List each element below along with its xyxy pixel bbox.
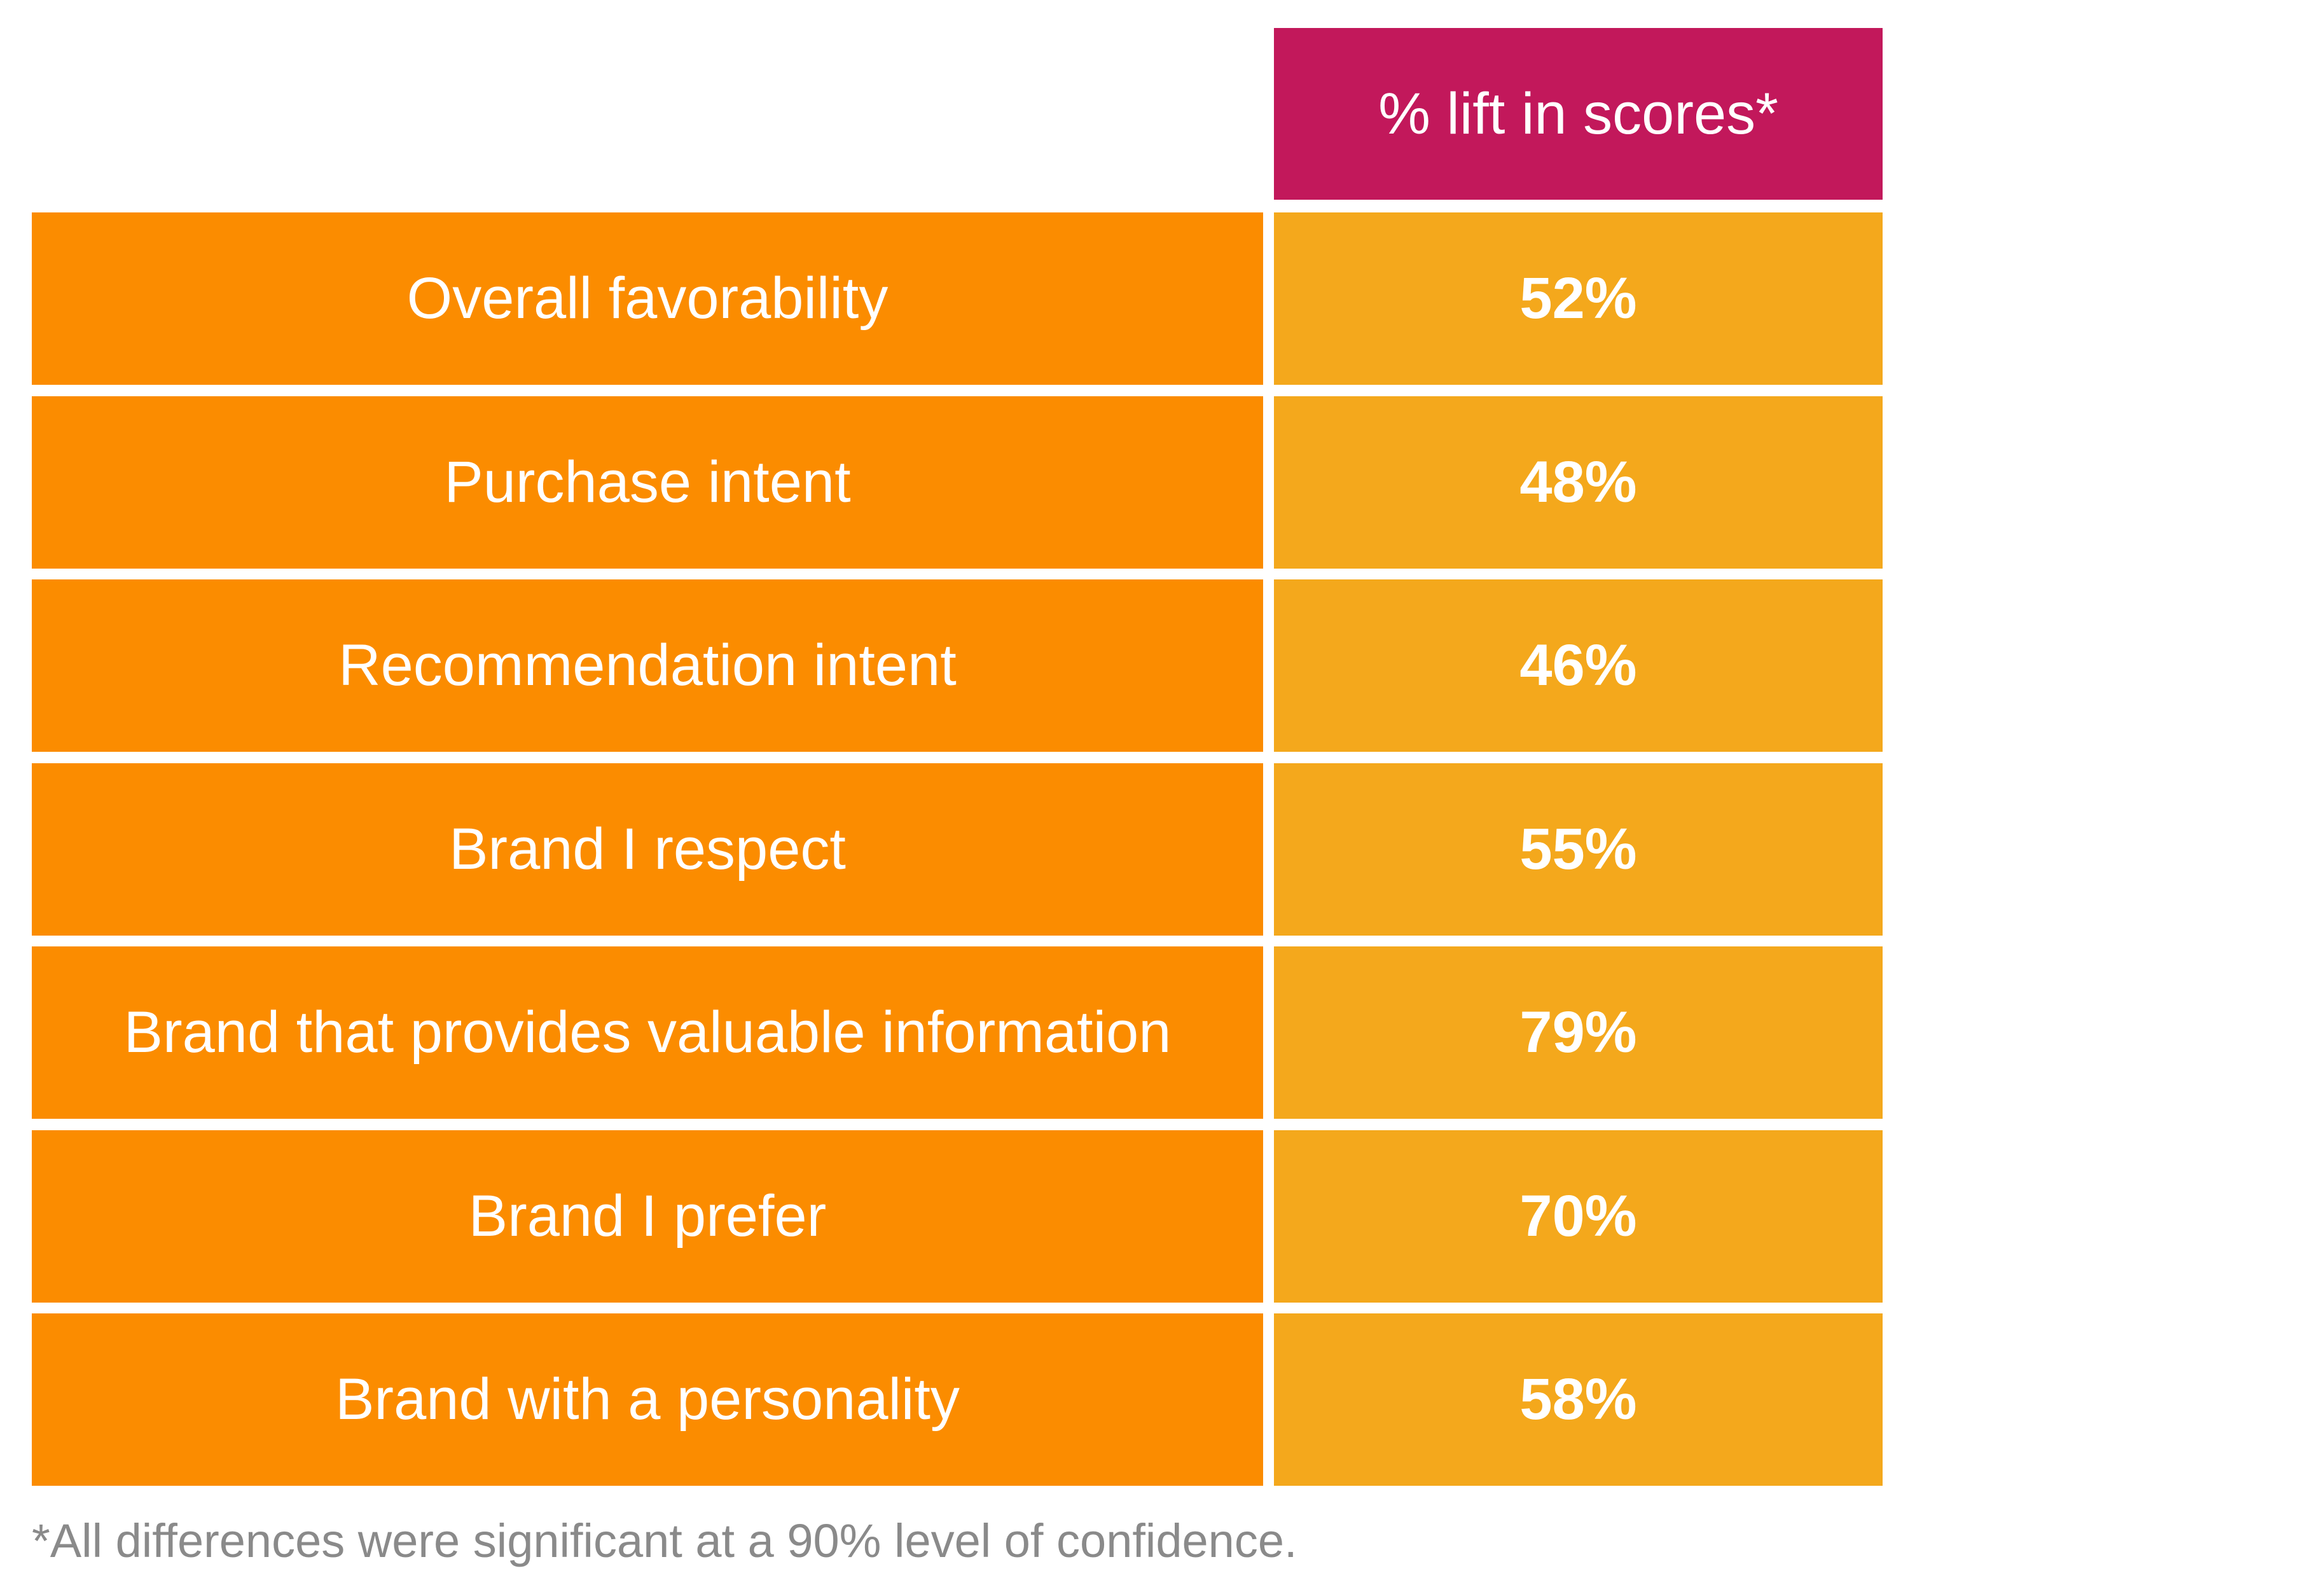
table-row: Brand I respect 55% bbox=[0, 763, 2324, 936]
footnote: *All differences were significant at a 9… bbox=[32, 1514, 1297, 1567]
row-value: 55% bbox=[1274, 763, 1883, 936]
table-row: Overall favorability 52% bbox=[0, 212, 2324, 385]
table-row: Purchase intent 48% bbox=[0, 396, 2324, 569]
row-label: Brand I prefer bbox=[32, 1130, 1263, 1303]
table-row: Brand I prefer 70% bbox=[0, 1130, 2324, 1303]
row-label: Brand that provides valuable information bbox=[32, 946, 1263, 1119]
row-label: Brand with a personality bbox=[32, 1313, 1263, 1486]
row-label: Overall favorability bbox=[32, 212, 1263, 385]
row-label: Purchase intent bbox=[32, 396, 1263, 569]
row-label: Brand I respect bbox=[32, 763, 1263, 936]
row-value: 52% bbox=[1274, 212, 1883, 385]
table-row: Recommendation intent 46% bbox=[0, 579, 2324, 752]
table-row: Brand with a personality 58% bbox=[0, 1313, 2324, 1486]
row-value: 48% bbox=[1274, 396, 1883, 569]
column-header-lift: % lift in scores* bbox=[1274, 28, 1883, 200]
row-value: 58% bbox=[1274, 1313, 1883, 1486]
row-value: 79% bbox=[1274, 946, 1883, 1119]
row-label: Recommendation intent bbox=[32, 579, 1263, 752]
row-value: 46% bbox=[1274, 579, 1883, 752]
table-row: Brand that provides valuable information… bbox=[0, 946, 2324, 1119]
row-value: 70% bbox=[1274, 1130, 1883, 1303]
